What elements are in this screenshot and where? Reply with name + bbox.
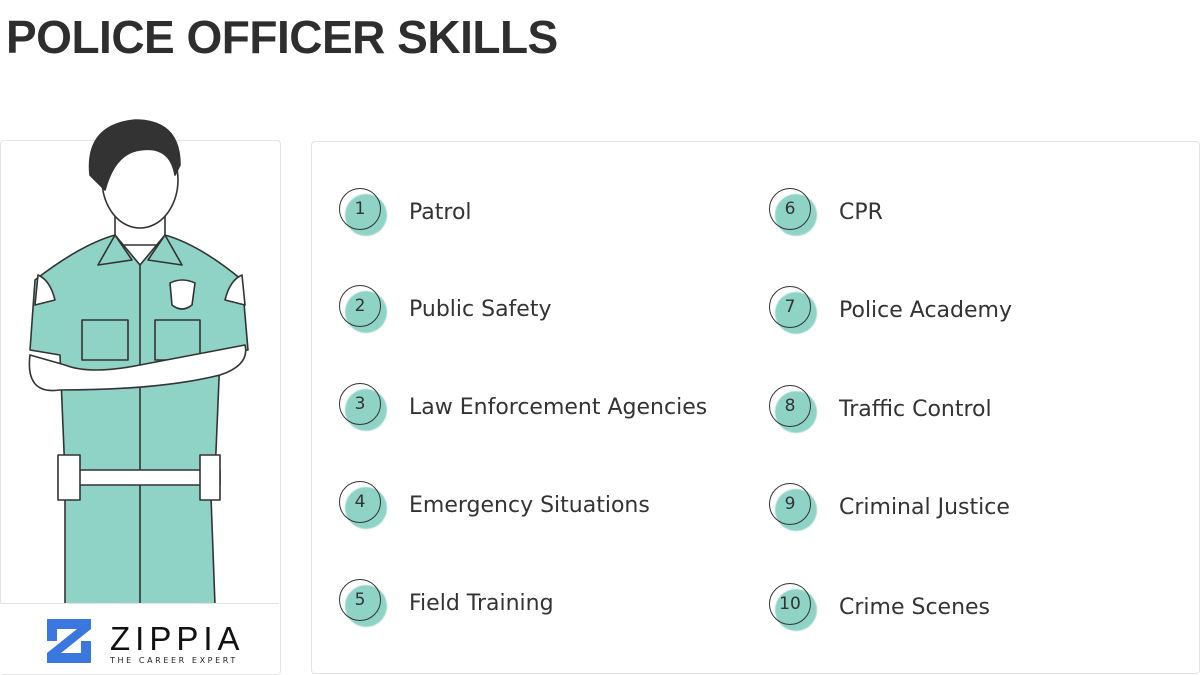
skill-item: 5 Field Training bbox=[339, 578, 554, 628]
skill-item: 8 Traffic Control bbox=[769, 384, 992, 434]
skill-label: Criminal Justice bbox=[839, 494, 1010, 520]
skill-label: Field Training bbox=[409, 590, 554, 616]
skill-number: 5 bbox=[339, 579, 381, 621]
skill-number-badge: 5 bbox=[339, 579, 387, 627]
skill-number-badge: 6 bbox=[769, 188, 817, 236]
skill-item: 10 Crime Scenes bbox=[769, 582, 990, 632]
skill-number-badge: 3 bbox=[339, 383, 387, 431]
skill-number: 3 bbox=[339, 383, 381, 425]
skill-number-badge: 4 bbox=[339, 481, 387, 529]
zippia-logo: ZIPPIA THE CAREER EXPERT bbox=[0, 603, 279, 674]
skill-item: 6 CPR bbox=[769, 187, 883, 237]
skill-number: 4 bbox=[339, 481, 381, 523]
skill-label: Emergency Situations bbox=[409, 492, 650, 518]
skill-number: 2 bbox=[339, 285, 381, 327]
skill-number: 7 bbox=[769, 286, 811, 328]
skill-number: 9 bbox=[769, 483, 811, 525]
skill-number-badge: 9 bbox=[769, 483, 817, 531]
skill-label: Police Academy bbox=[839, 297, 1012, 323]
skill-item: 1 Patrol bbox=[339, 187, 472, 237]
police-officer-illustration bbox=[28, 119, 249, 605]
skill-number-badge: 1 bbox=[339, 188, 387, 236]
skill-number: 6 bbox=[769, 188, 811, 230]
skill-number-badge: 2 bbox=[339, 285, 387, 333]
brand-name: ZIPPIA bbox=[110, 620, 245, 657]
skill-number: 10 bbox=[769, 583, 811, 625]
brand-tagline: THE CAREER EXPERT bbox=[110, 656, 238, 665]
skill-label: CPR bbox=[839, 199, 883, 225]
skill-label: Crime Scenes bbox=[839, 594, 991, 620]
skill-number-badge: 10 bbox=[769, 583, 817, 631]
skill-item: 9 Criminal Justice bbox=[769, 482, 1010, 532]
skill-number-badge: 8 bbox=[769, 385, 817, 433]
skill-label: Patrol bbox=[409, 199, 472, 225]
skill-number: 1 bbox=[339, 188, 381, 230]
zippia-logo-icon bbox=[47, 619, 91, 663]
skill-number-badge: 7 bbox=[769, 286, 817, 334]
skill-item: 7 Police Academy bbox=[769, 285, 1012, 335]
skill-item: 3 Law Enforcement Agencies bbox=[339, 382, 707, 432]
skill-number: 8 bbox=[769, 385, 811, 427]
page-title: POLICE OFFICER SKILLS bbox=[6, 11, 558, 63]
skill-label: Traffic Control bbox=[839, 396, 992, 422]
skill-label: Law Enforcement Agencies bbox=[409, 394, 708, 420]
skill-item: 2 Public Safety bbox=[339, 284, 551, 334]
skill-label: Public Safety bbox=[409, 296, 552, 322]
skill-item: 4 Emergency Situations bbox=[339, 480, 650, 530]
